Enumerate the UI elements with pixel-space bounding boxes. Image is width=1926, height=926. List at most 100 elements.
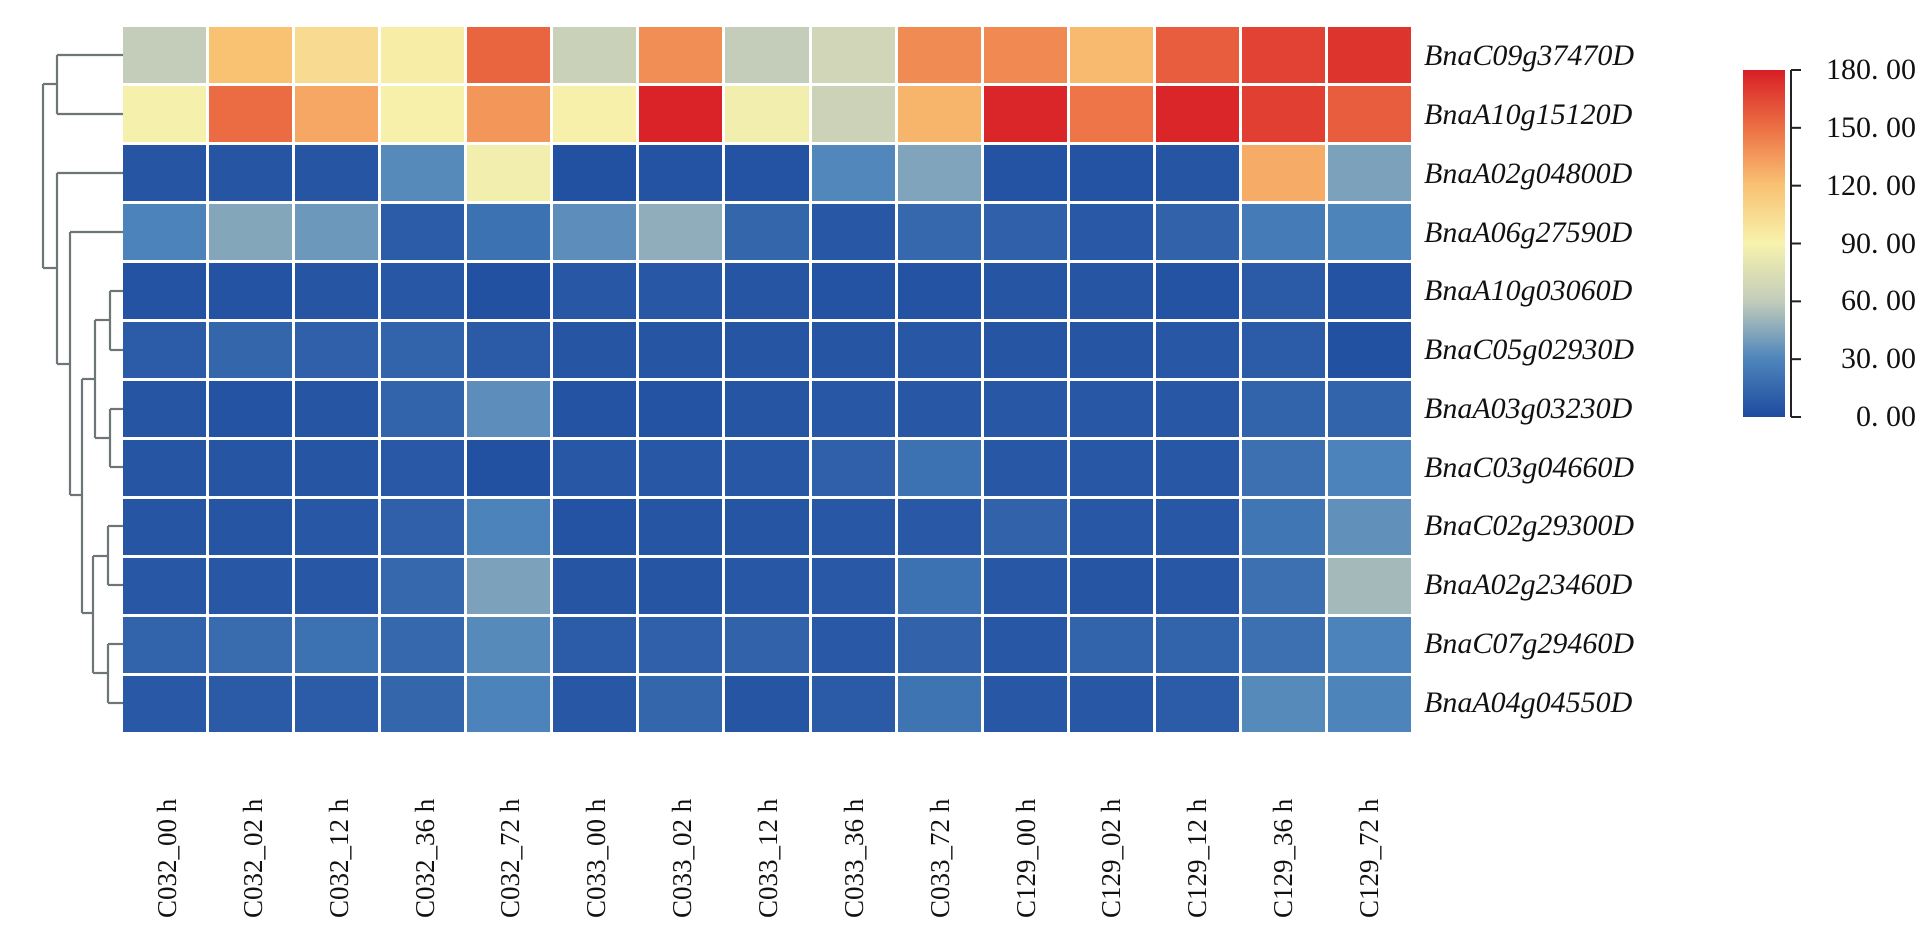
heatmap-cell xyxy=(553,440,637,496)
heatmap-cell xyxy=(811,86,895,142)
heatmap-cell xyxy=(467,204,551,260)
heatmap-cell xyxy=(983,322,1067,378)
heatmap-cell xyxy=(639,86,723,142)
heatmap-cell xyxy=(897,617,981,673)
gene-label: BnaA02g04800D xyxy=(1424,156,1633,190)
heatmap-cell xyxy=(467,440,551,496)
heatmap-cell xyxy=(639,145,723,201)
heatmap-cell xyxy=(811,145,895,201)
heatmap-cell xyxy=(1155,263,1239,319)
heatmap-cell xyxy=(811,676,895,732)
heatmap-cell xyxy=(983,499,1067,555)
heatmap-cell xyxy=(1327,27,1411,83)
heatmap-cell xyxy=(1069,204,1153,260)
heatmap-cell xyxy=(983,27,1067,83)
heatmap-cell xyxy=(381,27,465,83)
heatmap-cell xyxy=(123,499,207,555)
heatmap-cell xyxy=(983,558,1067,614)
heatmap-cell xyxy=(467,676,551,732)
heatmap-cell xyxy=(123,145,207,201)
heatmap-cell xyxy=(295,440,379,496)
heatmap-cell xyxy=(295,499,379,555)
heatmap-cell xyxy=(295,676,379,732)
heatmap-cell xyxy=(1155,27,1239,83)
heatmap-cell xyxy=(123,27,207,83)
heatmap-cell xyxy=(1155,204,1239,260)
heatmap-cell xyxy=(467,381,551,437)
heatmap-cell xyxy=(467,263,551,319)
heatmap-cell xyxy=(553,86,637,142)
heatmap-cell xyxy=(553,676,637,732)
heatmap-cell xyxy=(1069,86,1153,142)
heatmap-cell xyxy=(639,440,723,496)
heatmap-cell xyxy=(1327,381,1411,437)
heatmap-cell xyxy=(983,676,1067,732)
gene-label: BnaC02g29300D xyxy=(1424,509,1634,543)
heatmap-cell xyxy=(897,322,981,378)
heatmap-cell xyxy=(983,440,1067,496)
colorbar-tick-label: 90. 00 xyxy=(1841,226,1916,260)
heatmap-cell xyxy=(811,558,895,614)
heatmap-cell xyxy=(639,499,723,555)
heatmap-cell xyxy=(897,499,981,555)
colorbar-tick-label: 0. 00 xyxy=(1856,400,1916,433)
heatmap-cell xyxy=(1069,145,1153,201)
heatmap-cell xyxy=(1155,322,1239,378)
heatmap-cell xyxy=(639,558,723,614)
heatmap-cell xyxy=(1241,558,1325,614)
heatmap-cell xyxy=(639,676,723,732)
heatmap-cell xyxy=(553,263,637,319)
heatmap-cell xyxy=(897,440,981,496)
heatmap-cell xyxy=(381,263,465,319)
heatmap-cell xyxy=(725,558,809,614)
heatmap-cell xyxy=(639,27,723,83)
heatmap-cell xyxy=(1241,204,1325,260)
heatmap-cell xyxy=(811,499,895,555)
heatmap-cell xyxy=(1069,676,1153,732)
heatmap-cell xyxy=(811,322,895,378)
heatmap-cell xyxy=(725,263,809,319)
colorbar-tick-label: 150. 00 xyxy=(1826,110,1916,144)
heatmap-cell xyxy=(1327,676,1411,732)
heatmap-cell xyxy=(897,145,981,201)
heatmap-cell xyxy=(983,381,1067,437)
heatmap-cell xyxy=(811,440,895,496)
heatmap-cell xyxy=(897,676,981,732)
heatmap-cell xyxy=(1241,145,1325,201)
heatmap-cell xyxy=(1327,440,1411,496)
heatmap-cell xyxy=(725,617,809,673)
colorbar-tick-label: 120. 00 xyxy=(1826,168,1916,202)
heatmap-cell xyxy=(553,617,637,673)
heatmap-cell xyxy=(467,27,551,83)
colorbar-tick-label: 30. 00 xyxy=(1841,342,1916,376)
heatmap-cell xyxy=(897,204,981,260)
heatmap-cell xyxy=(295,204,379,260)
heatmap-cell xyxy=(209,204,293,260)
heatmap-cell xyxy=(1069,558,1153,614)
heatmap-cell xyxy=(467,558,551,614)
heatmap-cell xyxy=(1327,322,1411,378)
heatmap-cell xyxy=(209,381,293,437)
heatmap-cell xyxy=(123,558,207,614)
heatmap-cell xyxy=(1241,676,1325,732)
gene-label: BnaC07g29460D xyxy=(1424,626,1634,660)
heatmap-cell xyxy=(639,617,723,673)
heatmap-cell xyxy=(983,617,1067,673)
heatmap-cell xyxy=(381,676,465,732)
heatmap-cell xyxy=(1241,263,1325,319)
colorbar-tick-label: 180. 00 xyxy=(1826,53,1916,86)
gene-label: BnaA04g04550D xyxy=(1424,685,1633,719)
heatmap-cell xyxy=(209,145,293,201)
heatmap-cell xyxy=(1241,381,1325,437)
heatmap-cell xyxy=(1155,676,1239,732)
heatmap-cell xyxy=(381,204,465,260)
heatmap-cell xyxy=(553,322,637,378)
heatmap-cell xyxy=(467,499,551,555)
heatmap-cell xyxy=(295,27,379,83)
heatmap-cell xyxy=(1069,499,1153,555)
heatmap-cell xyxy=(209,617,293,673)
heatmap-cell xyxy=(209,499,293,555)
gene-row-labels: BnaC09g37470D BnaA10g15120D BnaA02g04800D B… xyxy=(1424,27,1724,732)
